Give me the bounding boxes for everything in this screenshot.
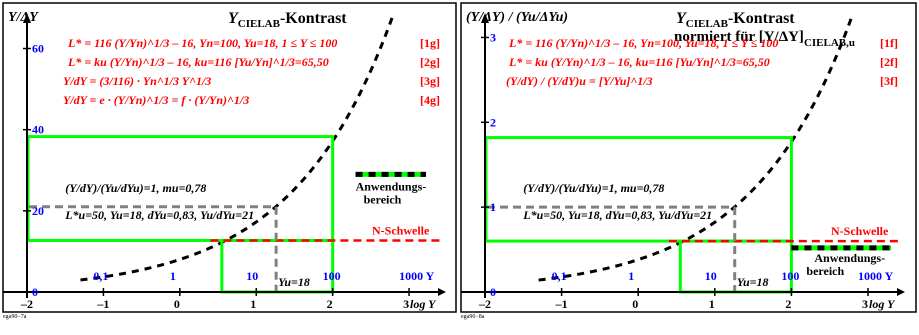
formula-3: Y/dY = (3/116) · Yn^1/3 Y^1/3 (63, 74, 211, 88)
x-axis-arrow (897, 288, 905, 296)
panel-frame (2, 2, 457, 313)
blue-y-value-label: 1 (628, 269, 634, 283)
title-rest: -Kontrast (280, 10, 347, 27)
x-tick-label: 2 (327, 297, 333, 311)
legend-label-2: bereich (806, 264, 844, 278)
formula-2: L* = ku (Y/Yn)^1/3 – 16, ku=116 [Yu/Yn]^… (508, 55, 770, 69)
title-main: Y (676, 10, 687, 27)
panel-right: (Y/ΔY) / (Yu/ΔYu) YCIELAB-Kontrastnormier… (460, 2, 917, 313)
title-rest: -Kontrast (728, 10, 795, 27)
title-sub: CIELAB (686, 18, 729, 30)
y-axis-arrow (481, 13, 489, 23)
title-sub: CIELAB (238, 18, 281, 30)
title-line2-main: normiert für [Y/ΔY] (674, 29, 804, 45)
blue-y-value-label: 1000 Y (399, 269, 435, 283)
formula-3: (Y/dY) / (Y/dY)u = [Y/Yu]^1/3 (506, 74, 653, 88)
formula-tag-4: [4g] (420, 93, 440, 107)
y-tick-label: 1 (490, 200, 496, 214)
y-tick-label: 3 (490, 30, 496, 44)
x-axis-arrow (438, 288, 446, 296)
legend-label-2: bereich (364, 192, 402, 206)
curve-series (80, 12, 396, 282)
y-tick-label: 0 (490, 285, 496, 299)
threshold-label: N-Schwelle (831, 224, 889, 238)
y-tick-label: 20 (32, 204, 44, 218)
legend-label-1: Anwendungs- (814, 251, 885, 265)
formula-tag-3: [3f] (880, 74, 898, 88)
panel-frame (460, 2, 917, 313)
x-tick-label: 2 (785, 297, 791, 311)
panel-title-line2: normiert für [Y/ΔY]CIELAB,u (674, 29, 855, 49)
panel-title: YCIELAB-Kontrast (676, 10, 795, 30)
y-tick-label: 40 (32, 123, 44, 137)
blue-y-value-label: 10 (246, 269, 258, 283)
yu-marker: Yu=18 (737, 275, 769, 289)
info-line-2: L*u=50, Yu=18, dYu=0,83, Yu/dYu=21 (64, 208, 254, 222)
blue-y-value-label: 100 (781, 269, 799, 283)
x-tick-label: 3 (403, 297, 409, 311)
formula-tag-2: [2f] (880, 55, 898, 69)
formula-tag-2: [2g] (420, 55, 440, 69)
x-tick-label: –2 (20, 297, 33, 311)
info-line-1: (Y/dY)/(Yu/dYu)=1, mu=0,78 (523, 181, 664, 195)
x-tick-label: –1 (96, 297, 109, 311)
yu-marker: Yu=18 (278, 275, 310, 289)
corner-label: (Y/ΔY) / (Yu/ΔYu) (466, 10, 568, 25)
footer-code: ega90−7a (3, 314, 27, 320)
panel-left: Y/ΔY YCIELAB-Kontrast N-Schwelle (Y/dY)/(Yu… (2, 2, 457, 313)
x-axis-label: log Y (869, 297, 896, 311)
formula-4: Y/dY = e · (Y/Yn)^1/3 = f · (Y/Yn)^1/3 (63, 93, 249, 107)
y-tick-label: 2 (490, 115, 496, 129)
blue-y-value-label: 10 (705, 269, 717, 283)
formula-tag-1: [1g] (420, 36, 440, 50)
formula-2: L* = ku (Y/Yn)^1/3 – 16, ku=116 [Yu/Yn]^… (67, 55, 329, 69)
blue-y-value-label: 0,1 (552, 269, 567, 283)
corner-label: Y/ΔY (8, 10, 39, 25)
legend-label-1: Anwendungs- (356, 179, 427, 193)
blue-y-value-label: 1000 Y (858, 269, 894, 283)
x-tick-label: 3 (862, 297, 868, 311)
x-tick-label: 0 (632, 297, 638, 311)
x-tick-label: –1 (555, 297, 568, 311)
formula-1: L* = 116 (Y/Yn)^1/3 – 16, Yn=100, Yu=18,… (67, 36, 337, 50)
info-line-2: L*u=50, Yu=18, dYu=0,83, Yu/dYu=21 (522, 208, 712, 222)
blue-y-value-label: 1 (170, 269, 176, 283)
footer-code: ega90−8a (461, 314, 485, 320)
blue-y-value-label: 0,1 (93, 269, 108, 283)
panel-title: YCIELAB-Kontrast (228, 10, 347, 30)
title-line2-sub: CIELAB,u (804, 37, 855, 49)
x-axis-label: log Y (410, 297, 437, 311)
x-tick-label: 1 (250, 297, 256, 311)
x-tick-label: 0 (174, 297, 180, 311)
y-tick-label: 0 (32, 285, 38, 299)
title-main: Y (228, 10, 239, 27)
formula-tag-1: [1f] (880, 36, 898, 50)
threshold-label: N-Schwelle (372, 223, 430, 237)
formula-tag-3: [3g] (420, 74, 440, 88)
blue-y-value-label: 100 (323, 269, 341, 283)
x-tick-label: –2 (478, 297, 491, 311)
curve-series (538, 13, 855, 282)
formula-1: L* = 116 (Y/Yn)^1/3 – 16, Yn=100, Yu=18,… (508, 36, 778, 50)
x-tick-label: 1 (709, 297, 715, 311)
info-line-1: (Y/dY)/(Yu/dYu)=1, mu=0,78 (65, 181, 206, 195)
y-tick-label: 60 (32, 42, 44, 56)
y-axis-arrow (23, 13, 31, 23)
